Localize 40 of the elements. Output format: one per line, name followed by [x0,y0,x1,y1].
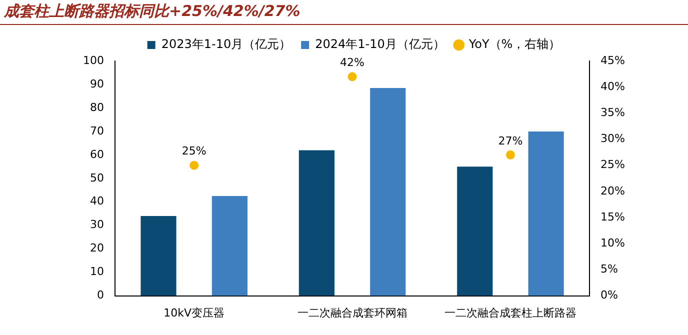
y2-tick-label: 10% [600,236,626,250]
y-tick-label: 90 [90,77,104,90]
y-tick-label: 10 [90,265,104,278]
y-tick-label: 20 [90,242,104,255]
y2-tick-label: 25% [600,158,626,172]
x-tick-label: 一二次融合成套环网箱 [297,306,408,320]
y-tick-label: 50 [90,171,104,184]
bar [298,150,334,296]
point [190,160,199,170]
y2-tick-label: 20% [600,184,626,198]
data-label: 27% [498,134,523,148]
y2-tick-label: 0% [600,288,618,302]
y-tick-label: 60 [90,148,104,161]
legend-label: 2024年1-10月（亿元） [315,37,445,52]
x-tick-label: 一二次融合成套柱上断路器 [444,306,576,320]
y-tick-label: 30 [90,218,104,232]
data-label: 42% [340,56,364,70]
point [506,150,515,160]
y-tick-label: 40 [90,194,104,208]
bar [528,131,564,296]
legend-label: YoY（%，右轴） [468,37,561,52]
x-tick-label: 10kV变压器 [164,306,225,320]
data-label: 25% [182,144,206,158]
y2-tick-label: 35% [600,106,626,120]
y2-tick-label: 30% [600,132,626,146]
point [348,72,357,82]
y-tick-label: 100 [82,54,104,67]
bar [212,196,248,296]
y-tick-label: 80 [90,100,104,114]
y2-tick-label: 40% [600,80,626,93]
bar [457,166,493,296]
legend-label: 2023年1-10月（亿元） [161,37,292,52]
y-tick-label: 0 [96,288,104,302]
y2-tick-label: 5% [600,262,618,276]
bar [370,88,406,296]
y2-tick-label: 45% [600,54,626,67]
bar [140,216,176,296]
y2-tick-label: 15% [600,210,626,224]
y-tick-label: 70 [90,124,104,138]
chart-title: 成套柱上断路器招标同比+25%/42%/27% [0,0,688,25]
